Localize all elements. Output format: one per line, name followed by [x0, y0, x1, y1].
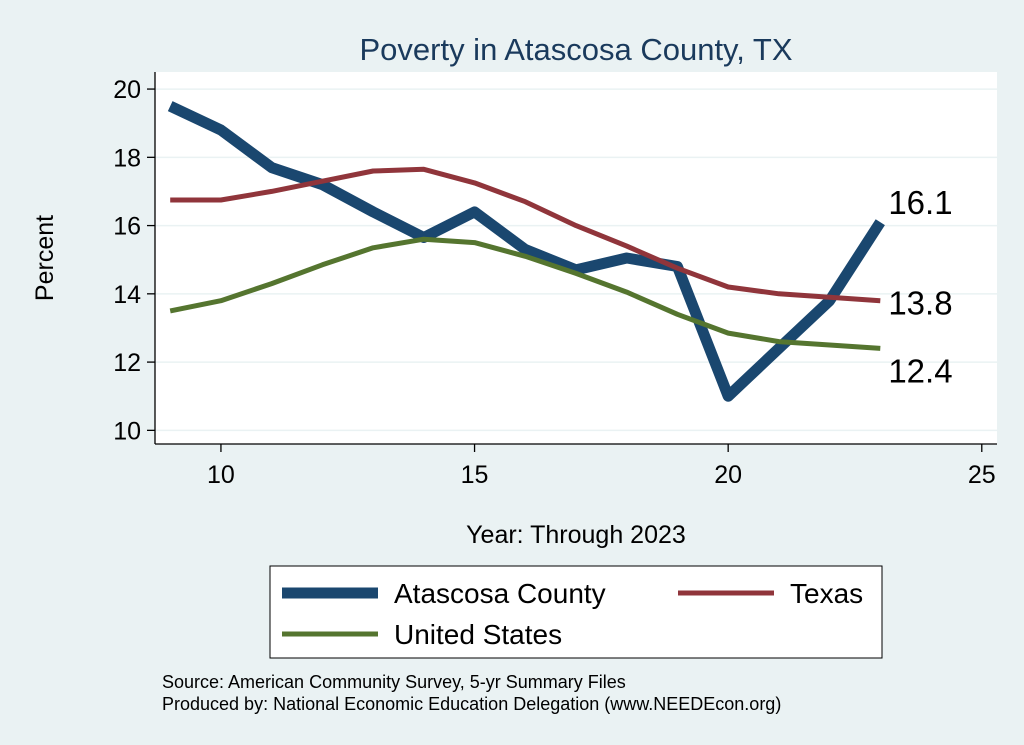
legend-label-texas: Texas — [790, 578, 863, 609]
axes: 10 12 14 16 18 20 10 15 20 25 — [113, 72, 997, 489]
legend-label-united-states: United States — [394, 619, 562, 650]
producer-note: Produced by: National Economic Education… — [162, 694, 781, 714]
source-note: Source: American Community Survey, 5-yr … — [162, 672, 626, 692]
y-tick-label-5: 20 — [113, 76, 141, 104]
series-line-atascosa-county — [167, 101, 885, 402]
legend-label-atascosa-county: Atascosa County — [394, 578, 606, 609]
series-lines — [167, 101, 885, 402]
legend-box — [269, 565, 883, 659]
y-tick-label-4: 18 — [113, 144, 141, 172]
legend: Atascosa County Texas United States — [269, 565, 883, 659]
series-line-texas — [170, 166, 881, 304]
x-axis-label: Year: Through 2023 — [466, 521, 686, 549]
y-axis-label: Percent — [31, 215, 59, 301]
end-labels: 16.1 13.8 12.4 — [888, 184, 952, 389]
x-tick-label-3: 25 — [968, 461, 996, 489]
end-label-united-states: 12.4 — [888, 352, 952, 389]
series-line-united-states — [169, 236, 881, 351]
end-label-texas: 13.8 — [888, 285, 952, 322]
x-tick-label-1: 15 — [461, 461, 489, 489]
plot-area — [155, 72, 997, 444]
y-tick-label-3: 16 — [113, 213, 141, 241]
end-label-atascosa-county: 16.1 — [888, 184, 952, 221]
x-tick-label-0: 10 — [207, 461, 235, 489]
gridlines — [155, 88, 997, 432]
y-tick-label-2: 14 — [113, 281, 141, 309]
chart-title: Poverty in Atascosa County, TX — [359, 32, 792, 67]
y-tick-label-0: 10 — [113, 417, 141, 445]
x-tick-label-2: 20 — [714, 461, 742, 489]
y-tick-label-1: 12 — [113, 349, 141, 377]
